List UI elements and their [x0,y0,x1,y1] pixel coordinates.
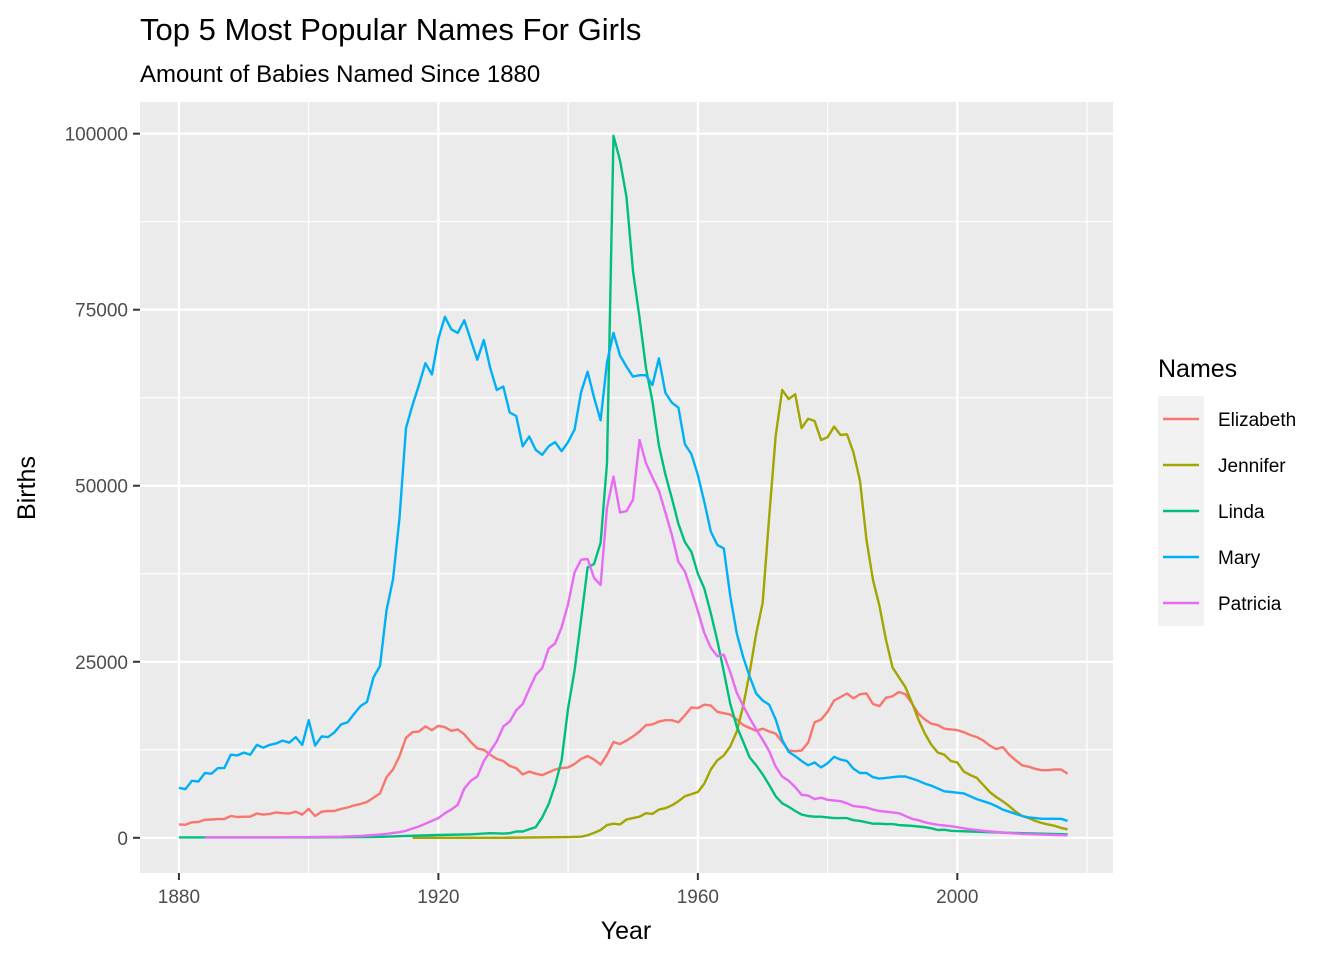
y-tick-label: 0 [117,829,128,850]
x-tick-label: 2000 [936,887,978,908]
axis-ticks: 1880 1920 1960 2000 0 25000 50000 75000 100000 [65,125,979,908]
x-axis-title: Year [601,917,652,945]
x-tick-label: 1960 [677,887,719,908]
legend-label-patricia: Patricia [1218,594,1282,615]
y-axis-title: Births [13,456,41,520]
y-tick-label: 25000 [75,653,128,674]
series-lines [178,134,1069,839]
y-tick-label: 100000 [65,125,128,146]
plot-panel [140,102,1113,873]
series-line-mary [178,315,1068,823]
legend: Names Elizabeth Jennifer Linda Mary Patricia [1158,355,1296,626]
series-line-elizabeth [178,690,1069,826]
minor-gridlines [140,102,1113,873]
chart-title: Top 5 Most Popular Names For Girls [140,12,641,47]
legend-label-linda: Linda [1218,502,1265,523]
major-gridlines [140,102,1113,873]
x-tick-label: 1920 [417,887,459,908]
legend-title: Names [1158,355,1237,383]
chart-subtitle: Amount of Babies Named Since 1880 [140,61,540,88]
legend-label-mary: Mary [1218,548,1261,569]
y-tick-label: 75000 [75,301,128,322]
legend-label-jennifer: Jennifer [1218,456,1286,477]
series-line-patricia [204,438,1068,839]
x-tick-label: 1880 [158,887,200,908]
legend-label-elizabeth: Elizabeth [1218,410,1296,431]
y-tick-label: 50000 [75,477,128,498]
series-line-jennifer [412,388,1068,839]
